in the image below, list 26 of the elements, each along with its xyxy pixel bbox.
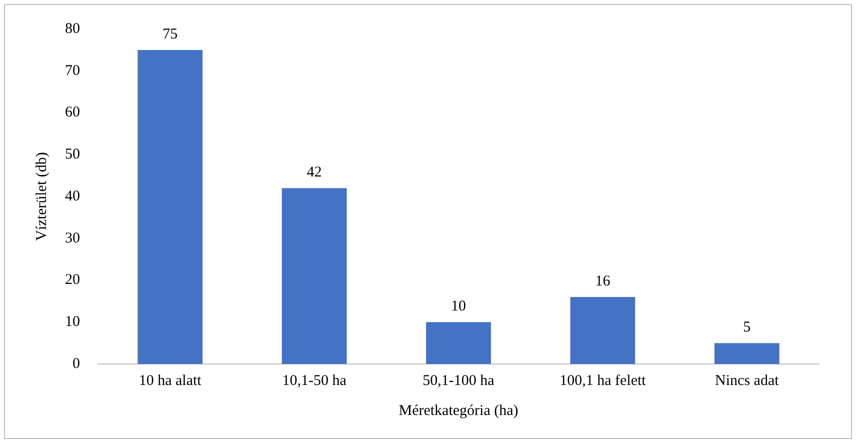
x-tick-label: 50,1-100 ha — [422, 372, 495, 389]
y-tick-label: 70 — [65, 62, 80, 79]
y-tick-label: 80 — [65, 20, 80, 37]
x-tick-label: 100,1 ha felett — [560, 372, 647, 389]
y-tick-label: 40 — [65, 188, 80, 204]
y-axis-title: Vízterület (db) — [34, 152, 50, 241]
bar — [570, 297, 636, 364]
bar — [426, 322, 491, 364]
y-tick-label: 20 — [65, 272, 80, 288]
y-tick-label: 10 — [65, 314, 80, 330]
data-label: 42 — [306, 164, 322, 181]
bar — [714, 343, 780, 364]
x-tick-label: 10,1-50 ha — [282, 372, 347, 389]
data-label: 75 — [162, 26, 178, 42]
x-tick-label: Nincs adat — [715, 372, 780, 389]
y-tick-label: 0 — [72, 356, 80, 372]
y-tick-label: 30 — [65, 230, 80, 246]
x-tick-label: 10 ha alatt — [138, 372, 202, 389]
data-label: 5 — [743, 320, 751, 336]
data-label: 16 — [595, 273, 611, 290]
y-tick-label: 50 — [65, 146, 80, 163]
data-label: 10 — [451, 298, 466, 315]
x-axis-title: Méretkategória (ha) — [398, 402, 518, 419]
bar — [138, 50, 203, 364]
bar — [282, 188, 347, 364]
y-tick-label: 60 — [65, 104, 80, 121]
